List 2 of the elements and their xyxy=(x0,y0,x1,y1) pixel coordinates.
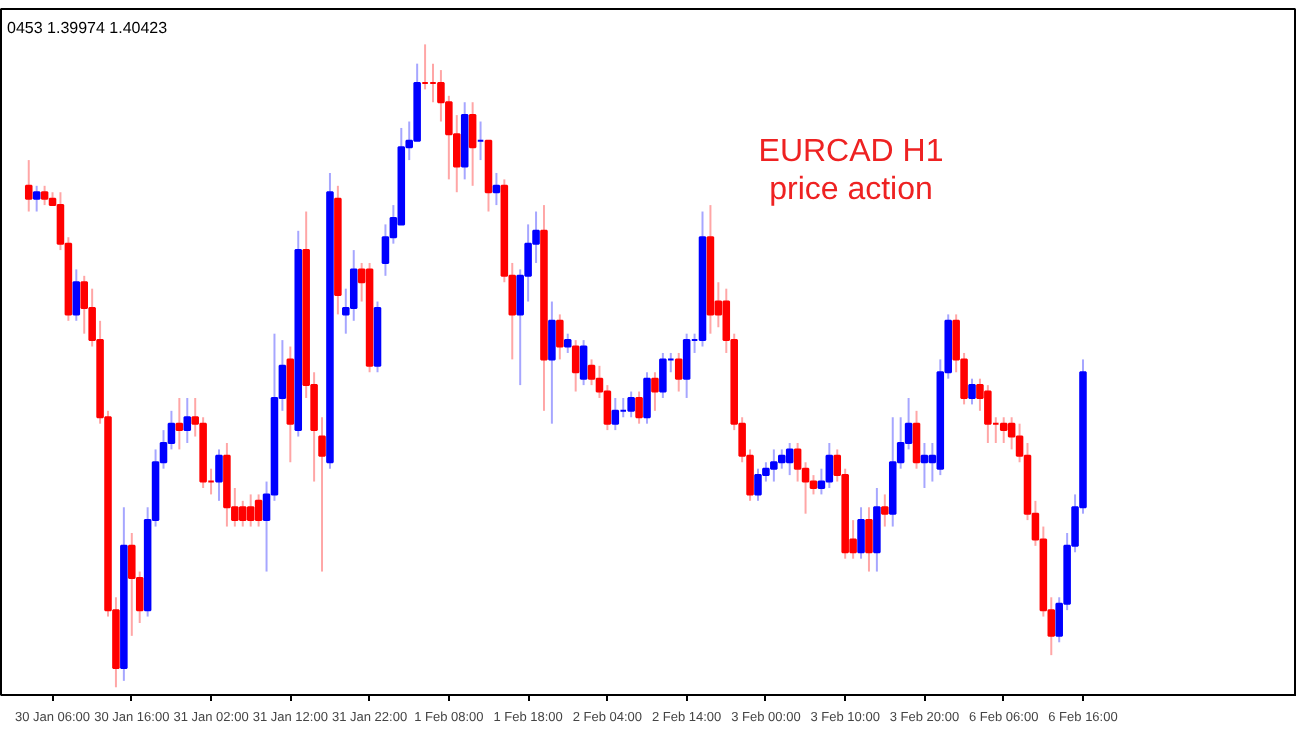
annotation: EURCAD H1 price action xyxy=(758,135,944,207)
text: 0453 1.39974 1.40423 xyxy=(7,19,169,37)
